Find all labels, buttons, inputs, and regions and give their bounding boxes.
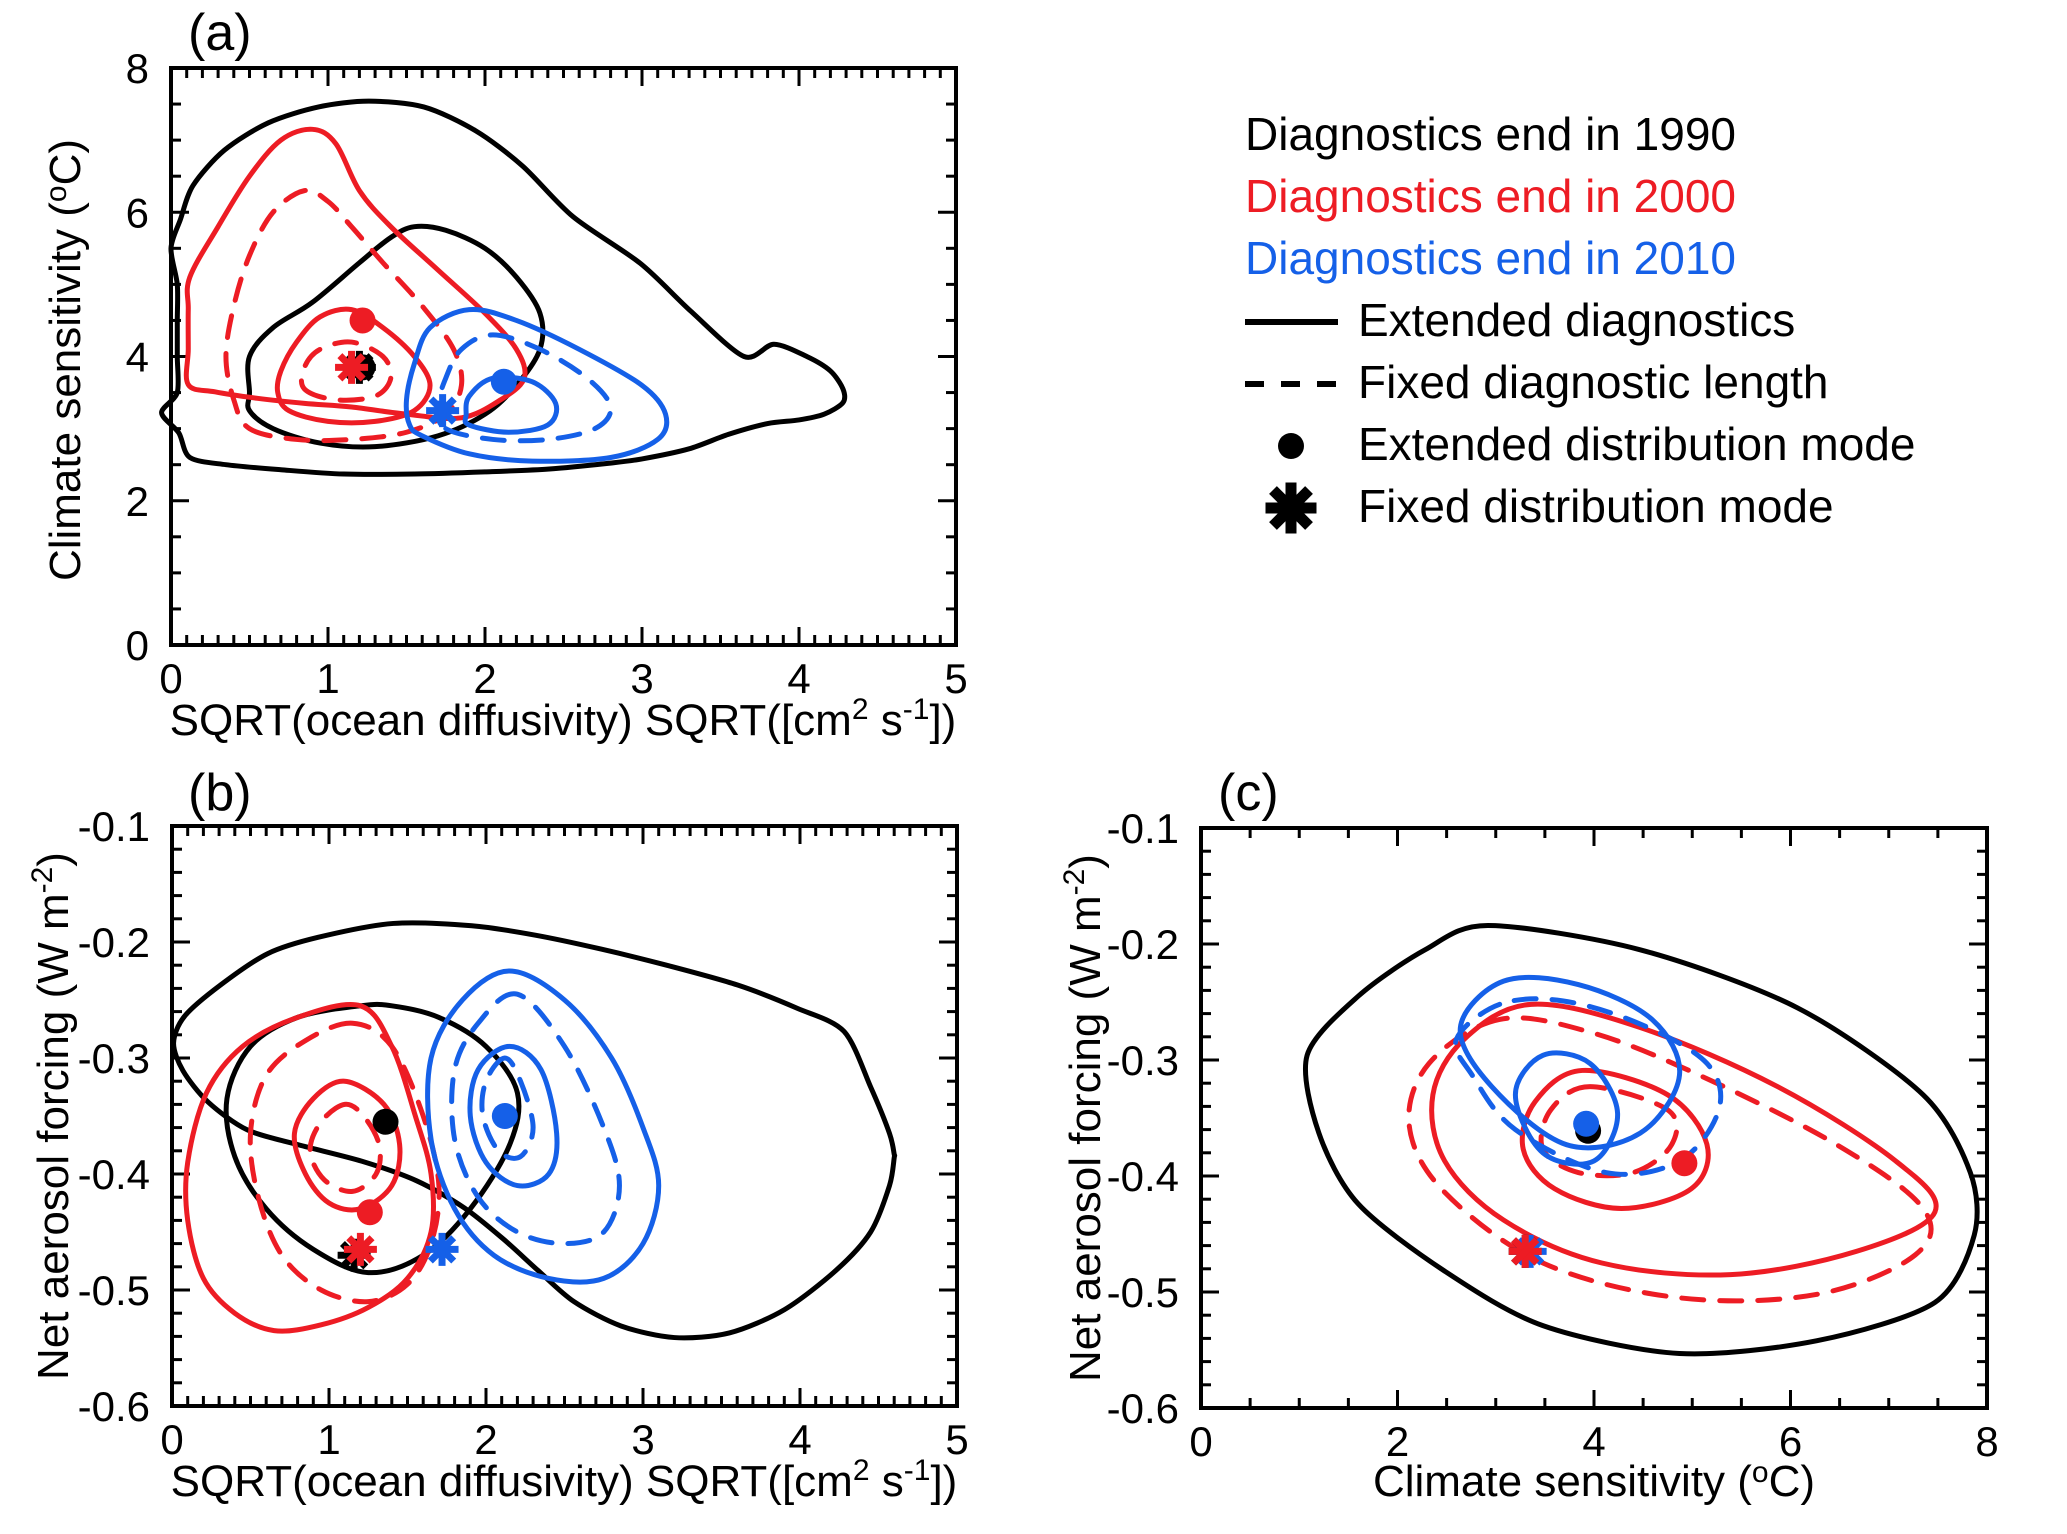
svg-text:Fixed diagnostic length: Fixed diagnostic length [1358,356,1829,408]
svg-text:8: 8 [126,45,149,92]
svg-text:5: 5 [945,1416,968,1463]
svg-text:-0.4: -0.4 [1107,1153,1179,1200]
svg-text:-0.2: -0.2 [1107,921,1179,968]
svg-text:3: 3 [631,1416,654,1463]
svg-text:2: 2 [126,478,149,525]
svg-text:0: 0 [126,622,149,669]
svg-text:SQRT(ocean diffusivity) SQRT([: SQRT(ocean diffusivity) SQRT([cm2 s-1]) [171,1454,958,1506]
svg-text:-0.5: -0.5 [78,1267,150,1314]
svg-text:Net aerosol forcing (W m-2): Net aerosol forcing (W m-2) [26,852,78,1380]
svg-text:4: 4 [126,334,149,381]
svg-text:3: 3 [630,655,653,702]
svg-text:0: 0 [160,1416,183,1463]
svg-text:Net aerosol forcing (W m-2): Net aerosol forcing (W m-2) [1058,854,1110,1382]
svg-text:4: 4 [787,655,810,702]
svg-text:2: 2 [474,1416,497,1463]
svg-text:-0.6: -0.6 [78,1383,150,1430]
svg-text:Climate sensitivity (oC): Climate sensitivity (oC) [40,139,90,581]
svg-text:Extended diagnostics: Extended diagnostics [1358,294,1795,346]
svg-text:(a): (a) [188,4,252,62]
svg-text:(c): (c) [1218,764,1279,822]
svg-text:-0.5: -0.5 [1107,1269,1179,1316]
svg-text:SQRT(ocean diffusivity) SQRT([: SQRT(ocean diffusivity) SQRT([cm2 s-1]) [170,693,957,745]
svg-text:Diagnostics end in 2010: Diagnostics end in 2010 [1245,232,1736,284]
svg-text:8: 8 [1975,1418,1998,1465]
svg-text:Diagnostics end in 2000: Diagnostics end in 2000 [1245,170,1736,222]
svg-text:-0.1: -0.1 [1107,805,1179,852]
svg-text:-0.3: -0.3 [78,1035,150,1082]
svg-text:6: 6 [126,189,149,236]
svg-text:4: 4 [788,1416,811,1463]
svg-text:1: 1 [316,655,339,702]
svg-text:Fixed distribution mode: Fixed distribution mode [1358,480,1834,532]
svg-text:-0.3: -0.3 [1107,1037,1179,1084]
svg-text:-0.6: -0.6 [1107,1385,1179,1432]
svg-text:5: 5 [944,655,967,702]
svg-text:0: 0 [1189,1418,1212,1465]
svg-text:0: 0 [159,655,182,702]
svg-text:2: 2 [473,655,496,702]
svg-text:-0.4: -0.4 [78,1151,150,1198]
svg-text:-0.2: -0.2 [78,919,150,966]
svg-text:Diagnostics end in 1990: Diagnostics end in 1990 [1245,108,1736,160]
svg-text:(b): (b) [188,764,252,822]
svg-text:Climate sensitivity (oC): Climate sensitivity (oC) [1373,1456,1815,1506]
svg-text:Extended distribution mode: Extended distribution mode [1358,418,1915,470]
svg-text:1: 1 [317,1416,340,1463]
svg-text:-0.1: -0.1 [78,803,150,850]
